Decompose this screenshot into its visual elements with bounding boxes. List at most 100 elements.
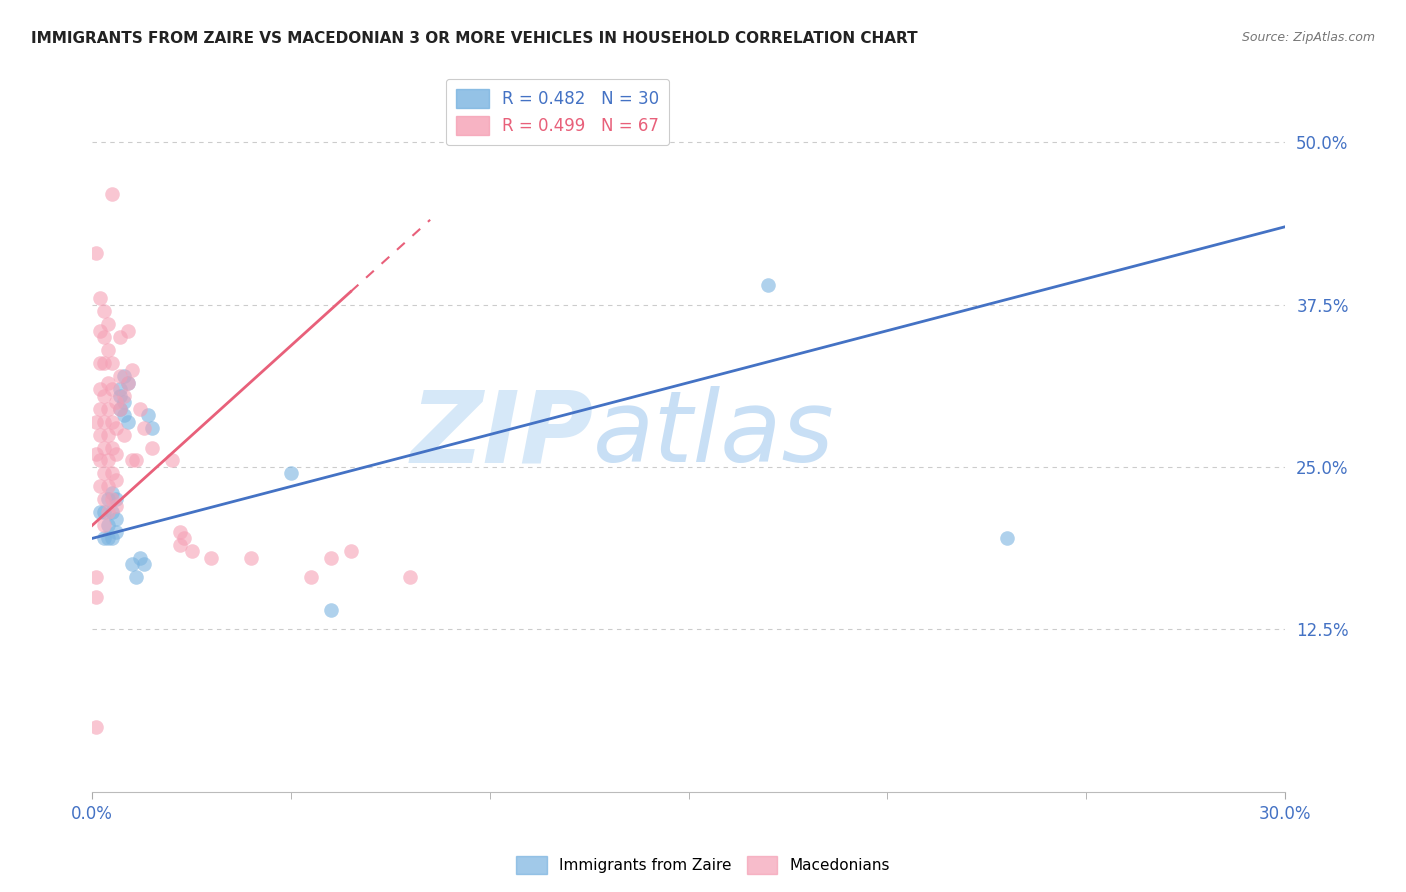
Point [89, 479, 111, 493]
Point [117, 376, 139, 390]
Point [84, 447, 107, 461]
Point [93, 415, 115, 429]
Point [105, 492, 128, 507]
Point [112, 369, 135, 384]
Point [89, 324, 111, 338]
Point [89, 291, 111, 305]
Point [399, 570, 422, 584]
Point [89, 427, 111, 442]
Point [89, 505, 111, 519]
Point [141, 441, 163, 455]
Point [112, 395, 135, 409]
Point [101, 486, 124, 500]
Point [97, 532, 120, 546]
Point [105, 447, 128, 461]
Point [84, 415, 107, 429]
Point [105, 499, 128, 513]
Legend: R = 0.482   N = 30, R = 0.499   N = 67: R = 0.482 N = 30, R = 0.499 N = 67 [446, 78, 669, 145]
Text: Source: ZipAtlas.com: Source: ZipAtlas.com [1241, 31, 1375, 45]
Point [108, 401, 131, 416]
Point [112, 408, 135, 422]
Point [105, 421, 128, 435]
Point [84, 590, 107, 604]
Point [125, 453, 148, 467]
Point [112, 388, 135, 402]
Point [117, 324, 139, 338]
Point [108, 369, 131, 384]
Point [180, 544, 202, 558]
Point [101, 382, 124, 396]
Point [89, 453, 111, 467]
Point [128, 401, 150, 416]
Point [280, 467, 302, 481]
Point [240, 550, 263, 565]
Point [97, 401, 120, 416]
Point [319, 550, 342, 565]
Point [101, 492, 124, 507]
Point [101, 467, 124, 481]
Point [121, 362, 143, 376]
Point [117, 415, 139, 429]
Point [132, 421, 155, 435]
Point [112, 427, 135, 442]
Point [101, 415, 124, 429]
Point [105, 473, 128, 487]
Point [97, 427, 120, 442]
Point [108, 330, 131, 344]
Point [128, 550, 150, 565]
Point [89, 401, 111, 416]
Point [84, 720, 107, 734]
Point [93, 505, 115, 519]
Point [200, 550, 222, 565]
Point [97, 453, 120, 467]
Legend: Immigrants from Zaire, Macedonians: Immigrants from Zaire, Macedonians [510, 850, 896, 880]
Point [101, 356, 124, 370]
Point [108, 388, 131, 402]
Point [105, 524, 128, 539]
Point [105, 512, 128, 526]
Text: atlas: atlas [593, 386, 835, 483]
Point [93, 467, 115, 481]
Point [169, 524, 191, 539]
Point [84, 245, 107, 260]
Point [132, 558, 155, 572]
Point [97, 479, 120, 493]
Point [756, 278, 779, 293]
Point [93, 532, 115, 546]
Point [101, 532, 124, 546]
Point [121, 453, 143, 467]
Point [97, 518, 120, 533]
Point [125, 570, 148, 584]
Point [93, 518, 115, 533]
Point [89, 356, 111, 370]
Point [97, 505, 120, 519]
Point [108, 401, 131, 416]
Point [141, 421, 163, 435]
Point [108, 382, 131, 396]
Point [93, 492, 115, 507]
Point [160, 453, 183, 467]
Point [169, 538, 191, 552]
Point [995, 532, 1018, 546]
Point [101, 441, 124, 455]
Point [101, 505, 124, 519]
Point [93, 441, 115, 455]
Point [93, 356, 115, 370]
Point [319, 603, 342, 617]
Point [339, 544, 361, 558]
Point [93, 330, 115, 344]
Point [89, 382, 111, 396]
Point [97, 343, 120, 358]
Text: IMMIGRANTS FROM ZAIRE VS MACEDONIAN 3 OR MORE VEHICLES IN HOUSEHOLD CORRELATION : IMMIGRANTS FROM ZAIRE VS MACEDONIAN 3 OR… [31, 31, 918, 46]
Point [97, 492, 120, 507]
Point [173, 532, 195, 546]
Point [101, 187, 124, 202]
Point [299, 570, 322, 584]
Point [117, 376, 139, 390]
Point [121, 558, 143, 572]
Point [93, 388, 115, 402]
Point [93, 304, 115, 318]
Point [84, 570, 107, 584]
Point [136, 408, 159, 422]
Text: ZIP: ZIP [411, 386, 593, 483]
